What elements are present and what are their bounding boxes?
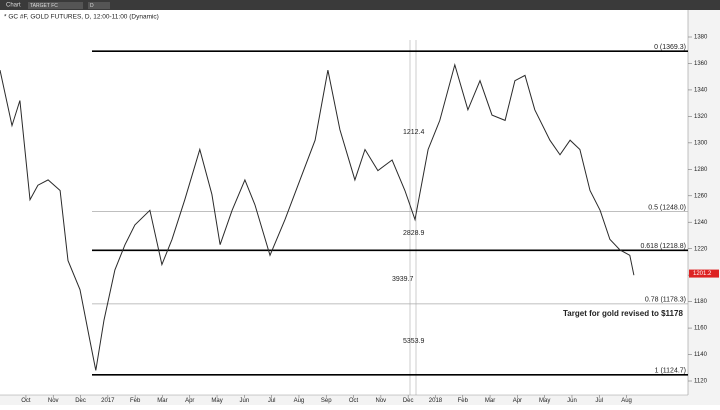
x-tick-label: Apr [185,398,194,404]
x-tick-label: Feb [130,398,141,404]
y-tick-label: 1140 [694,352,708,358]
x-tick-label: Mar [157,398,167,404]
y-tick-label: 1220 [694,246,708,252]
x-tick-label: May [539,398,550,404]
x-tick-label: Dec [403,398,414,404]
target-note: Target for gold revised to $1178 [563,309,683,318]
x-tick-label: Jul [268,398,276,404]
symbol[interactable]: TARGET FC [30,3,58,9]
toolbar [0,0,720,10]
interval-box[interactable] [88,2,110,9]
x-tick-label: Oct [21,398,31,404]
marker-label: 2828.9 [403,230,425,237]
fib-label: 1 (1124.7) [655,368,686,375]
x-tick-label: Jun [567,398,577,404]
tab[interactable]: Chart [6,3,21,9]
x-tick-label: Apr [513,398,522,404]
x-tick-label: Aug [294,398,305,404]
x-tick-label: 2017 [101,398,115,404]
x-tick-label: Dec [75,398,86,404]
y-tick-label: 1280 [694,167,708,173]
y-tick-label: 1240 [694,220,708,226]
last-price-box [689,269,719,278]
chart-title: * GC #F, GOLD FUTURES, D, 12:00-11:00 (D… [4,14,159,21]
y-tick-label: 1320 [694,114,708,120]
x-tick-label: May [211,398,222,404]
y-tick-label: 1380 [694,35,708,41]
y-tick-label: 1260 [694,193,708,199]
marker-label: 5353.9 [403,338,425,345]
marker-label: 1212.4 [403,129,425,136]
y-tick-label: 1360 [694,61,708,67]
interval[interactable]: D [90,3,94,9]
x-tick-label: Sep [321,398,332,404]
x-tick-label: Jun [240,398,250,404]
fib-label: 0 (1369.3) [654,44,686,51]
last-price-label: 1201.2 [693,271,712,277]
price-line [0,62,635,371]
x-tick-label: Nov [48,398,59,404]
y-axis-panel [688,10,720,405]
y-tick-label: 1160 [694,326,708,332]
x-tick-label: Feb [458,398,469,404]
y-tick-label: 1180 [694,299,708,305]
fib-label: 0.78 (1178.3) [645,297,686,304]
marker-label: 3939.7 [392,276,414,283]
x-tick-label: 2018 [429,398,443,404]
x-tick-label: Jul [595,398,603,404]
fib-label: 0.618 (1218.8) [640,243,686,250]
y-tick-label: 1340 [694,88,708,94]
x-tick-label: Nov [376,398,387,404]
x-axis-panel [0,395,720,405]
y-tick-label: 1300 [694,140,708,146]
x-tick-label: Aug [621,398,632,404]
fib-label: 0.5 (1248.0) [648,204,686,211]
x-tick-label: Oct [349,398,359,404]
x-tick-label: Mar [485,398,495,404]
symbol-box[interactable] [28,2,83,9]
y-tick-label: 1120 [694,379,708,385]
